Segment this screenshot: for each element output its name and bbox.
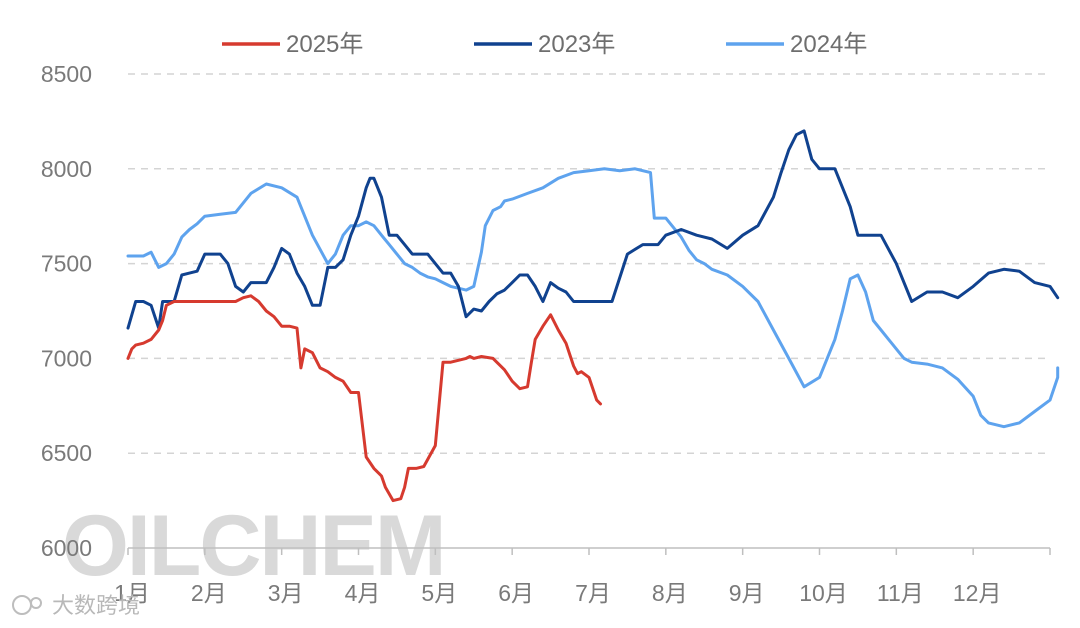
- legend-label: 2024年: [790, 31, 867, 58]
- watermark-text: OILCHEM: [62, 498, 445, 594]
- x-axis: 1月 2月 3月 4月 5月 6月 7月 8月 9月 10月 11月 12月: [114, 547, 1051, 606]
- series-line-2025年: [126, 294, 602, 503]
- y-tick-label: 6000: [41, 535, 92, 561]
- x-tick-label: 5月: [421, 580, 457, 606]
- brand-watermark: 大数跨境: [12, 594, 140, 619]
- y-tick-label: 7500: [41, 251, 92, 277]
- legend-label: 2023年: [538, 31, 615, 58]
- series-line-2024年: [126, 167, 1060, 429]
- x-tick-label: 1月: [114, 580, 150, 606]
- legend: 2025年 2023年 2024年: [222, 31, 867, 58]
- y-tick-label: 8000: [41, 156, 92, 182]
- series-lines: [126, 129, 1060, 503]
- x-tick-label: 2月: [191, 580, 227, 606]
- y-axis-ticks: 6000 6500 7000 7500 8000 8500: [41, 61, 92, 561]
- y-tick-label: 7000: [41, 345, 92, 371]
- brand-text: 大数跨境: [52, 594, 140, 619]
- x-tick-label: 7月: [575, 580, 611, 606]
- x-tick-label: 4月: [345, 580, 381, 606]
- x-tick-label: 8月: [652, 580, 688, 606]
- brand-logo-icon: [12, 595, 32, 615]
- brand-logo-dot-icon: [30, 597, 42, 609]
- x-tick-label: 6月: [498, 580, 534, 606]
- y-tick-label: 6500: [41, 440, 92, 466]
- series-line-2023年: [126, 129, 1060, 330]
- grid-lines: [128, 73, 1050, 454]
- x-tick-label: 11月: [877, 580, 924, 606]
- x-tick-label: 12月: [953, 580, 1002, 606]
- x-tick-label: 10月: [799, 580, 848, 606]
- x-tick-label: 9月: [729, 580, 765, 606]
- y-tick-label: 8500: [41, 61, 92, 87]
- x-tick-label: 3月: [268, 580, 304, 606]
- legend-label: 2025年: [286, 31, 363, 58]
